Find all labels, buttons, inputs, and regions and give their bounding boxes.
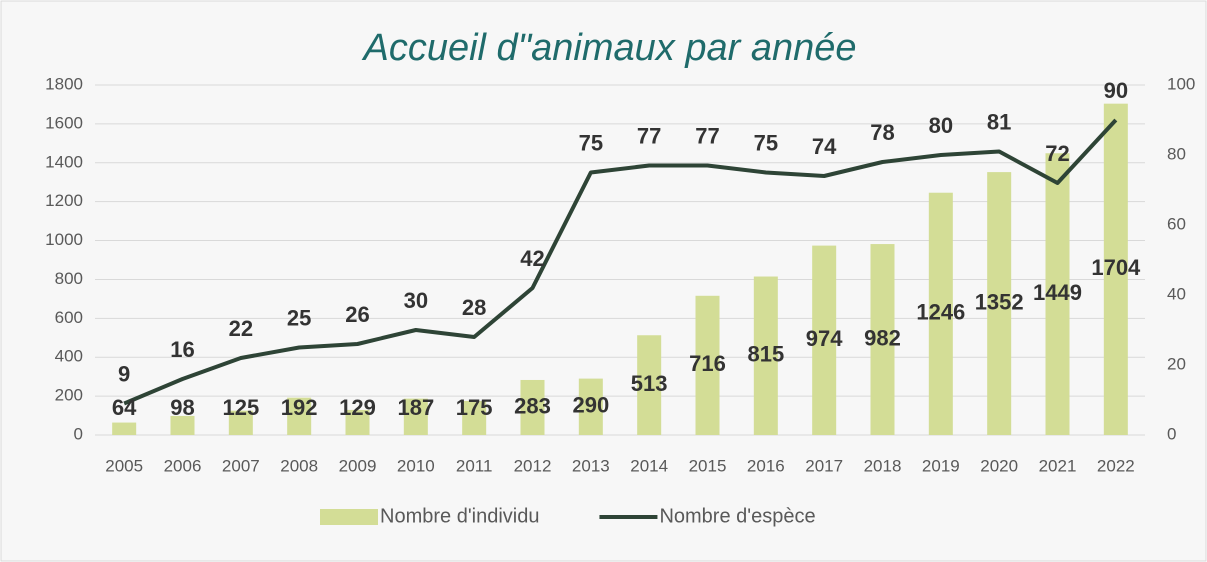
x-tick-label: 2010	[397, 456, 435, 475]
x-tick-label: 2007	[222, 456, 260, 475]
data-label: 78	[870, 120, 894, 145]
data-label: 28	[462, 295, 486, 320]
y2-tick-label: 100	[1167, 74, 1195, 93]
x-tick-label: 2015	[689, 456, 727, 475]
bar	[112, 422, 137, 435]
data-label: 125	[222, 395, 259, 420]
bar	[695, 295, 720, 435]
data-label: 22	[229, 316, 253, 341]
data-label: 1449	[1033, 280, 1082, 305]
x-tick-label: 2005	[105, 456, 143, 475]
data-label: 9	[118, 361, 130, 386]
data-label: 1352	[975, 289, 1024, 314]
x-tick-label: 2017	[805, 456, 843, 475]
bar	[1103, 103, 1128, 436]
data-label: 26	[345, 302, 369, 327]
data-label: 90	[1104, 78, 1128, 103]
data-label: 1704	[1091, 255, 1141, 280]
data-label: 974	[806, 326, 843, 351]
x-tick-label: 2022	[1097, 456, 1135, 475]
data-label: 81	[987, 109, 1011, 134]
y-tick-label: 1400	[45, 152, 83, 171]
data-label: 187	[397, 395, 434, 420]
data-label: 72	[1045, 141, 1069, 166]
y2-tick-label: 80	[1167, 144, 1186, 163]
data-label: 716	[689, 351, 726, 376]
data-label: 77	[695, 123, 719, 148]
data-label: 75	[579, 130, 603, 155]
y-tick-label: 600	[55, 308, 83, 327]
x-tick-label: 2019	[922, 456, 960, 475]
data-label: 30	[404, 288, 428, 313]
bar	[637, 335, 662, 435]
data-label: 513	[631, 371, 668, 396]
bar	[345, 409, 370, 435]
chart-title: Accueil d"animaux par année	[361, 27, 856, 69]
y2-tick-label: 60	[1167, 214, 1186, 233]
x-tick-label: 2006	[164, 456, 202, 475]
x-tick-label: 2020	[980, 456, 1018, 475]
y-tick-label: 1200	[45, 191, 83, 210]
x-tick-label: 2008	[280, 456, 318, 475]
y-tick-label: 400	[55, 347, 83, 366]
bar	[170, 415, 195, 435]
x-tick-label: 2014	[630, 456, 668, 475]
legend-label: Nombre d'espèce	[659, 505, 815, 527]
data-label: 98	[170, 395, 194, 420]
data-label: 1246	[916, 300, 965, 325]
y-tick-label: 200	[55, 386, 83, 405]
bar	[812, 245, 837, 435]
legend-label: Nombre d'individu	[380, 505, 539, 527]
bar	[403, 398, 428, 435]
y-tick-label: 1800	[45, 74, 83, 93]
data-label: 283	[514, 393, 551, 418]
x-tick-label: 2016	[747, 456, 785, 475]
data-label: 175	[456, 395, 493, 420]
data-label: 815	[747, 342, 784, 367]
x-tick-label: 2021	[1039, 456, 1077, 475]
y2-tick-label: 20	[1167, 354, 1186, 373]
x-tick-label: 2012	[514, 456, 552, 475]
data-label: 25	[287, 305, 311, 330]
bar	[870, 244, 895, 435]
bar	[987, 172, 1012, 435]
bar	[287, 397, 312, 435]
data-label: 64	[112, 395, 137, 420]
bar	[753, 276, 778, 435]
y-tick-label: 1000	[45, 230, 83, 249]
data-label: 290	[572, 393, 609, 418]
data-label: 75	[754, 130, 778, 155]
x-tick-label: 2011	[456, 456, 493, 475]
y2-tick-label: 0	[1167, 424, 1176, 443]
y-tick-label: 1600	[45, 113, 83, 132]
data-label: 74	[812, 134, 837, 159]
data-label: 80	[929, 113, 953, 138]
data-label: 77	[637, 123, 661, 148]
y-tick-label: 800	[55, 269, 83, 288]
x-tick-label: 2018	[864, 456, 902, 475]
bar	[578, 378, 603, 435]
x-tick-label: 2013	[572, 456, 610, 475]
x-tick-label: 2009	[339, 456, 377, 475]
line	[123, 118, 1118, 406]
data-label: 42	[520, 246, 544, 271]
bar	[928, 192, 953, 435]
y-tick-label: 0	[74, 424, 83, 443]
bar	[520, 379, 545, 435]
data-label: 192	[281, 395, 318, 420]
bar	[462, 400, 487, 435]
data-label: 129	[339, 395, 376, 420]
legend-swatch	[320, 509, 378, 525]
bar	[228, 410, 253, 435]
bar	[1045, 153, 1070, 435]
data-label: 16	[170, 337, 194, 362]
data-label: 982	[864, 325, 901, 350]
y2-tick-label: 40	[1167, 284, 1186, 303]
